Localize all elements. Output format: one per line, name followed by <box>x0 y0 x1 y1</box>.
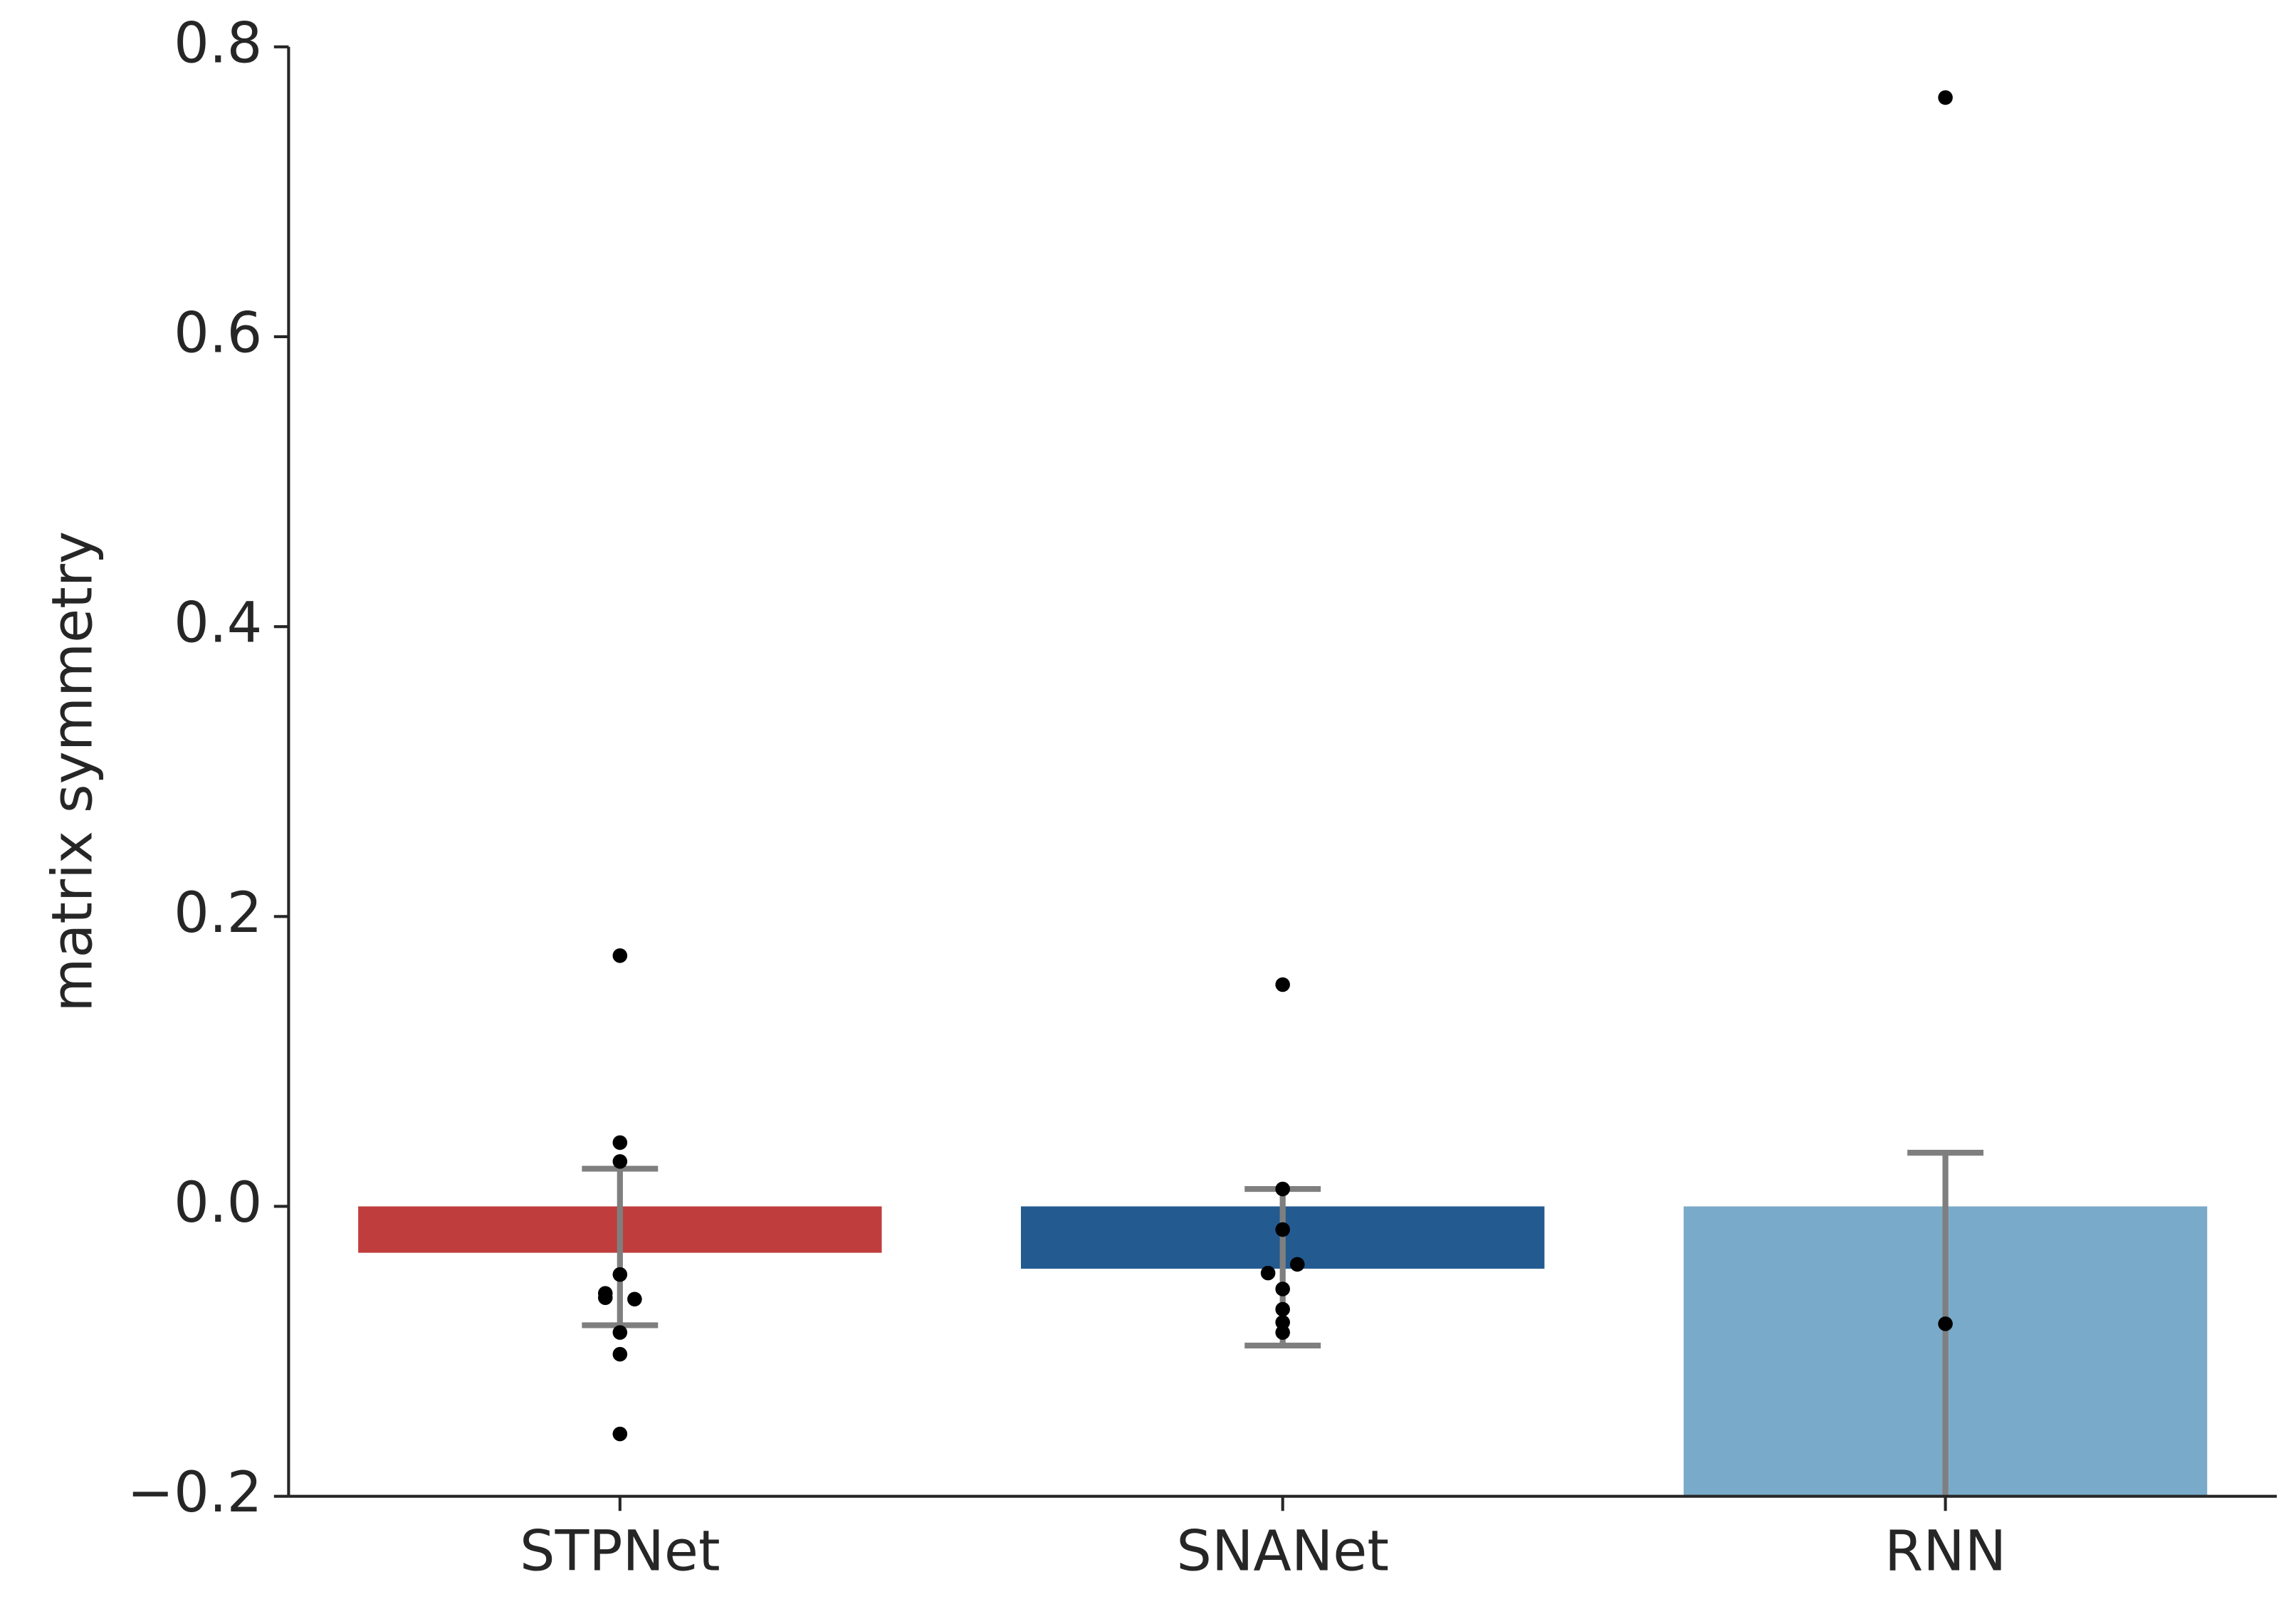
data-point <box>1275 1282 1290 1296</box>
data-point <box>1275 1301 1290 1317</box>
y-tick-label: 0.2 <box>174 881 262 945</box>
data-point <box>612 1346 628 1362</box>
data-point <box>597 1290 613 1306</box>
data-point <box>1289 1257 1305 1272</box>
y-tick-label: −0.2 <box>127 1460 263 1525</box>
x-tick-label: STPNet <box>520 1519 720 1583</box>
data-point <box>612 1267 628 1282</box>
x-tick-label: SNANet <box>1176 1519 1389 1583</box>
data-point <box>1938 90 1953 105</box>
data-point <box>612 948 628 963</box>
y-tick-label: 0.4 <box>174 591 262 656</box>
data-point <box>1275 1315 1290 1330</box>
data-point <box>627 1291 642 1307</box>
y-tick-label: 0.8 <box>174 11 262 75</box>
data-point <box>1275 1325 1290 1340</box>
data-point <box>1275 977 1290 992</box>
data-point <box>612 1325 628 1340</box>
data-point <box>612 1154 628 1169</box>
data-point <box>1275 1181 1290 1197</box>
y-tick-label: 0.6 <box>174 300 262 365</box>
data-point <box>1938 1316 1953 1331</box>
data-point <box>612 1135 628 1151</box>
data-point <box>1275 1222 1290 1237</box>
data-point <box>612 1426 628 1442</box>
data-point <box>1260 1265 1276 1281</box>
y-tick-label: 0.0 <box>174 1170 262 1235</box>
x-tick-label: RNN <box>1884 1519 2006 1583</box>
y-axis-label: matrix symmetry <box>41 531 105 1012</box>
